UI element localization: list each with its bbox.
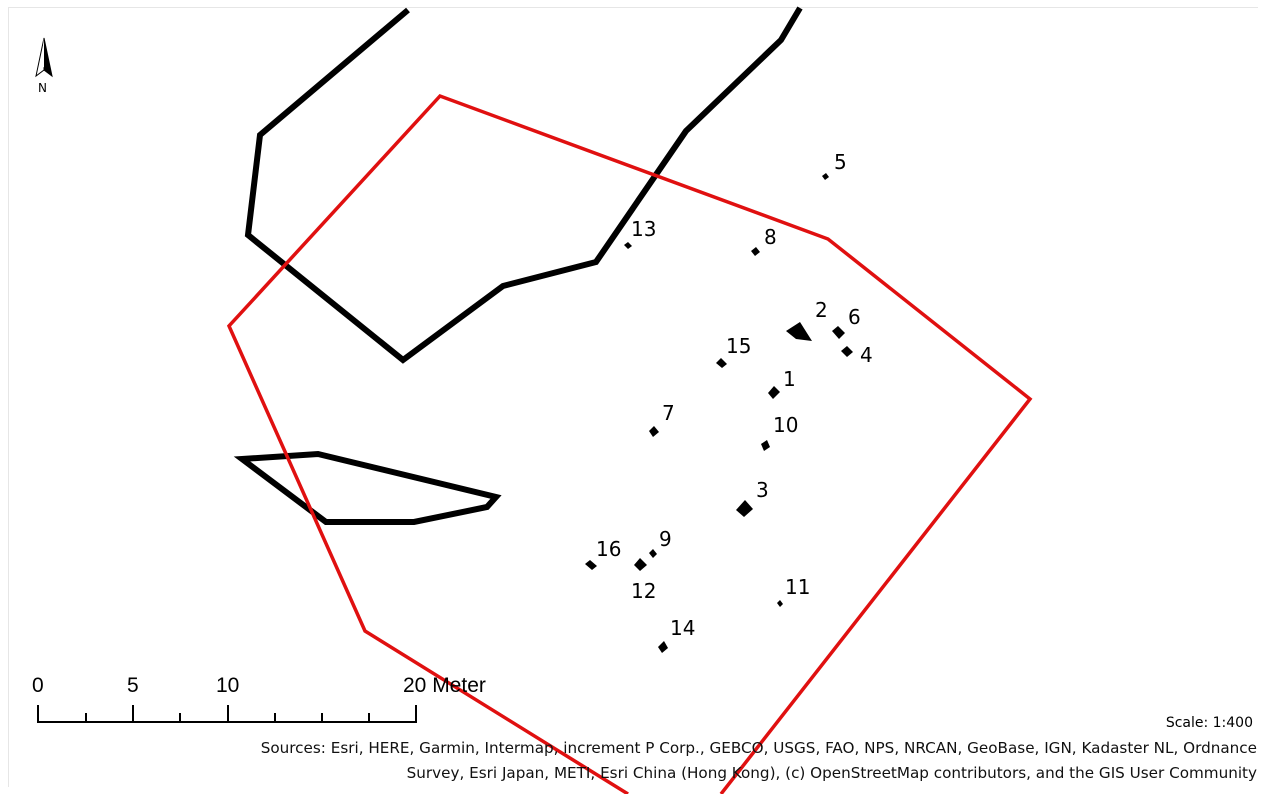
scale-tick-label-5: 5 (127, 674, 139, 697)
attribution-line-2: Survey, Esri Japan, METI, Esri China (Ho… (406, 764, 1257, 782)
black-outline-polygon-upper (244, 6, 803, 364)
feature-label-8: 8 (764, 225, 777, 249)
study-area-polygon (226, 93, 1033, 794)
feature-marker-9[interactable] (649, 549, 657, 558)
feature-marker-2[interactable] (786, 322, 812, 341)
feature-marker-13[interactable] (624, 242, 632, 249)
feature-label-13: 13 (631, 217, 656, 241)
feature-marker-14[interactable] (658, 641, 668, 653)
scale-tick-label-0: 0 (32, 674, 44, 697)
feature-label-10: 10 (773, 413, 798, 437)
scale-tick-label-10: 10 (216, 674, 239, 697)
feature-label-14: 14 (670, 616, 695, 640)
feature-label-1: 1 (783, 367, 796, 391)
feature-label-4: 4 (860, 343, 873, 367)
scale-ratio-text: Scale: 1:400 (1165, 715, 1253, 731)
feature-marker-16[interactable] (585, 560, 597, 570)
feature-marker-8[interactable] (751, 247, 760, 256)
feature-marker-10[interactable] (761, 440, 770, 451)
feature-marker-3[interactable] (736, 500, 753, 517)
feature-marker-6[interactable] (832, 326, 845, 339)
feature-marker-11[interactable] (777, 600, 783, 607)
feature-marker-1[interactable] (768, 386, 780, 399)
feature-marker-12[interactable] (634, 558, 647, 571)
feature-label-9: 9 (659, 527, 672, 551)
feature-label-5: 5 (834, 150, 847, 174)
black-outline-polygon-lower (233, 450, 502, 525)
feature-label-12: 12 (631, 579, 656, 603)
attribution-line-1: Sources: Esri, HERE, Garmin, Intermap, i… (260, 739, 1257, 757)
feature-label-3: 3 (756, 478, 769, 502)
feature-label-16: 16 (596, 537, 621, 561)
feature-marker-15[interactable] (716, 358, 727, 368)
feature-labels: 1 2 3 4 5 6 7 8 9 10 11 12 13 14 15 16 (596, 150, 873, 640)
feature-label-2: 2 (815, 298, 828, 322)
north-arrow-label: N (38, 81, 47, 95)
feature-marker-4[interactable] (841, 346, 853, 357)
feature-label-7: 7 (662, 401, 675, 425)
north-arrow-icon: N (35, 37, 53, 95)
feature-marker-7[interactable] (649, 426, 659, 437)
feature-label-6: 6 (848, 305, 861, 329)
feature-label-15: 15 (726, 334, 751, 358)
feature-marker-5[interactable] (822, 173, 829, 180)
scale-bar: 0 5 10 20 Meter (32, 674, 486, 723)
feature-label-11: 11 (785, 575, 810, 599)
scale-tick-label-20-meter: 20 Meter (403, 674, 486, 697)
feature-markers (585, 173, 853, 653)
